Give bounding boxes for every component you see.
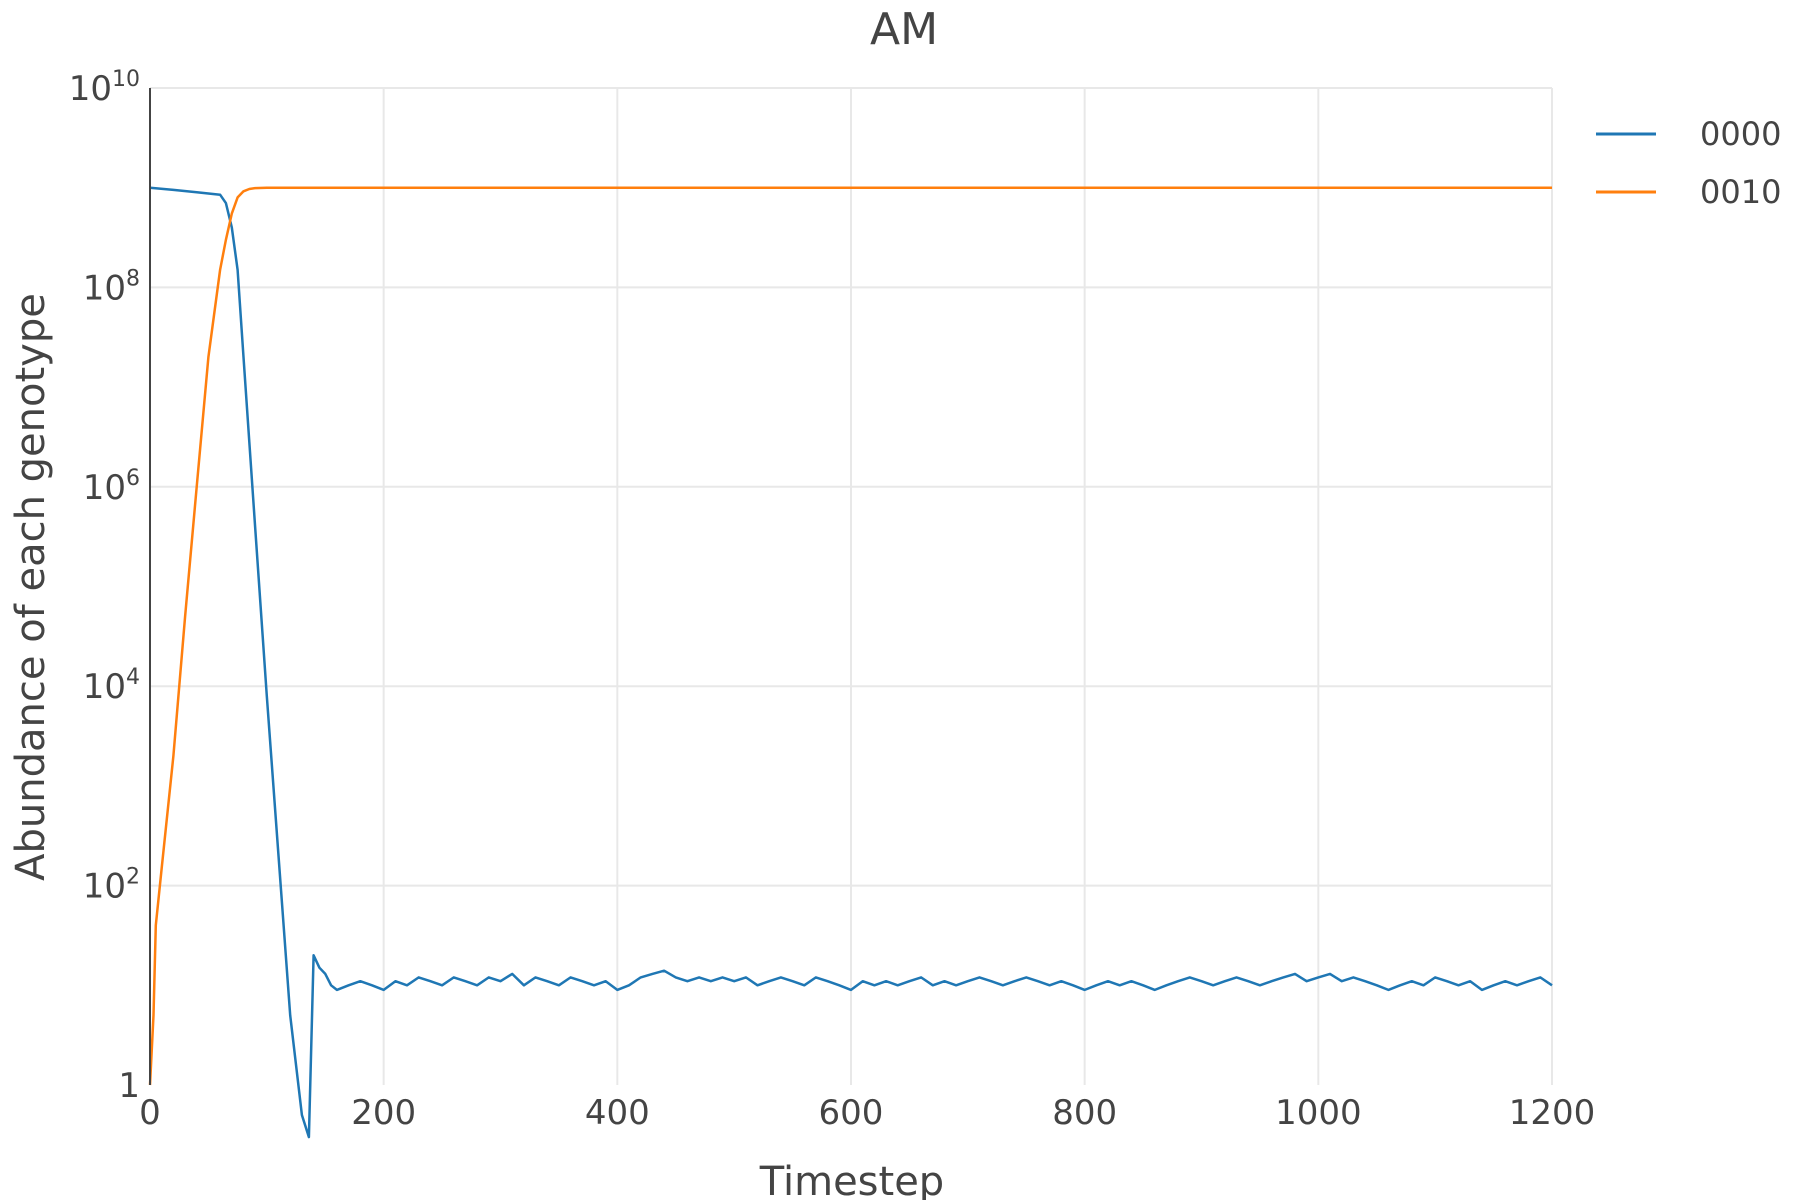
chart-title: AM: [870, 4, 938, 55]
y-tick-label: 104: [83, 665, 140, 707]
x-tick-label: 400: [585, 1093, 650, 1133]
y-tick-exponent: 2: [126, 865, 140, 890]
legend-label: 0010: [1700, 173, 1781, 211]
x-tick-label: 200: [351, 1093, 416, 1133]
x-tick-label: 600: [819, 1093, 884, 1133]
legend: 0000 0010: [1596, 115, 1781, 211]
grid: [150, 87, 1553, 1085]
x-tick-label: 1000: [1275, 1093, 1362, 1133]
y-tick-exponent: 10: [112, 67, 140, 92]
y-tick-exponent: 4: [126, 665, 140, 690]
series-line-0000: [149, 186, 1553, 1139]
y-tick-exponent: 6: [126, 466, 140, 491]
y-tick-label: 1: [118, 1066, 140, 1106]
x-axis-label: Timestep: [759, 1159, 944, 1200]
y-tick-base: 10: [83, 667, 126, 707]
series-line-0010: [148, 186, 1552, 1086]
series-group: [148, 186, 1553, 1139]
x-tick-label: 0: [139, 1093, 161, 1133]
y-tick-base: 10: [83, 867, 126, 907]
y-tick-label: 106: [83, 466, 140, 508]
x-tick-label: 800: [1052, 1093, 1117, 1133]
y-tick-base: 1: [118, 1066, 140, 1106]
legend-label: 0000: [1700, 115, 1781, 153]
y-tick-base: 10: [83, 268, 126, 308]
y-axis-label: Abundance of each genotype: [8, 293, 54, 881]
y-tick-base: 10: [69, 69, 112, 109]
y-tick-label: 1010: [69, 67, 140, 109]
y-tick-exponent: 8: [126, 266, 140, 291]
y-tick-base: 10: [83, 468, 126, 508]
y-tick-label: 102: [83, 865, 140, 907]
y-tick-label: 108: [83, 266, 140, 308]
x-tick-label: 1200: [1509, 1093, 1596, 1133]
